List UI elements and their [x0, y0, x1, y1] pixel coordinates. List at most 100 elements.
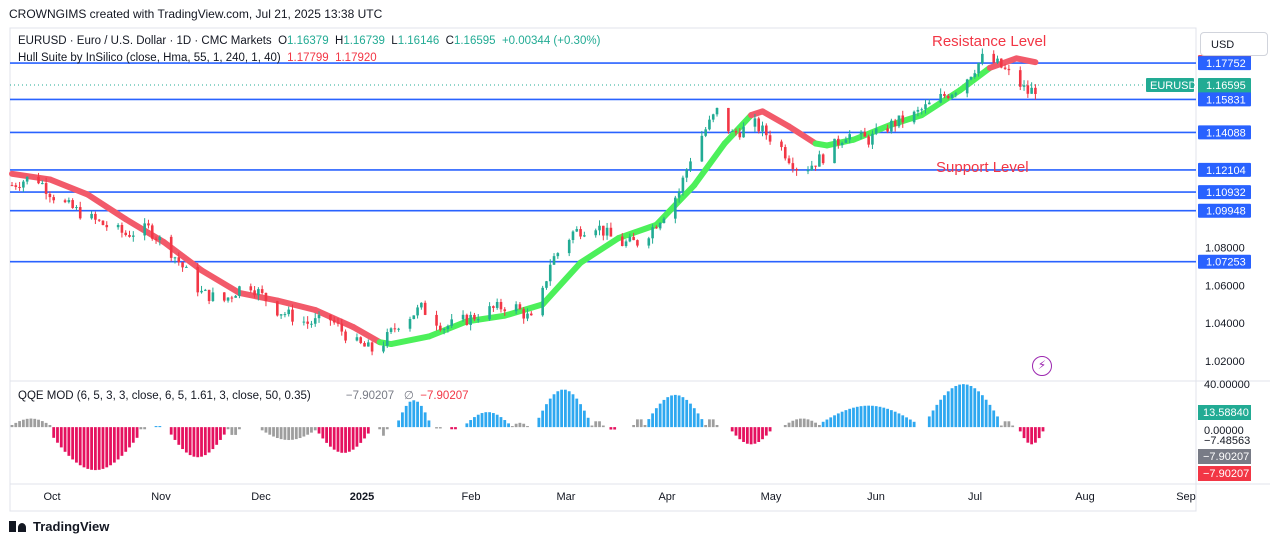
candle-body — [78, 207, 82, 219]
qqe-bar — [298, 427, 302, 439]
price-label-box — [1198, 92, 1251, 107]
qqe-bar — [871, 405, 874, 428]
hull-segment — [1013, 55, 1039, 66]
candle-body — [818, 154, 821, 167]
qqe-bar — [609, 427, 613, 430]
qqe-bar — [586, 417, 590, 428]
candle-body — [685, 169, 688, 178]
qqe-bar — [67, 427, 71, 456]
time-tick-label: Oct — [43, 491, 60, 503]
qqe-bar — [514, 423, 518, 428]
candle-body — [340, 323, 344, 332]
candle-body — [211, 292, 215, 302]
qqe-bar — [666, 397, 670, 428]
hull-segment — [823, 136, 857, 149]
qqe-bar — [833, 415, 836, 428]
qqe-bar — [416, 401, 419, 428]
candle-body — [249, 286, 253, 291]
candle-body — [439, 325, 442, 331]
candle-body — [992, 53, 996, 63]
candle-body — [738, 132, 742, 138]
candle-body — [344, 331, 347, 341]
candle-body — [704, 129, 707, 136]
candle-body — [1026, 85, 1030, 94]
price-axis[interactable]: 1.080001.060001.040001.020001.177991.177… — [1146, 55, 1251, 368]
qqe-bar — [291, 427, 294, 440]
qqe-bar — [980, 395, 984, 428]
qqe-bar — [181, 427, 184, 450]
candle-body — [317, 314, 321, 319]
candle-body — [469, 314, 472, 325]
qqe-bar — [806, 419, 810, 428]
chart-credit: CROWNGIMS created with TradingView.com, … — [9, 7, 383, 21]
candle-body — [632, 236, 635, 241]
qqe-bar — [328, 427, 332, 447]
qqe-bar — [742, 427, 745, 442]
qqe-bar — [109, 427, 112, 466]
candle-body — [973, 73, 977, 77]
qqe-bar — [685, 399, 689, 428]
candle-body — [196, 266, 200, 293]
qqe-bar — [59, 427, 63, 448]
qqe-bar — [507, 423, 510, 428]
qqe-bar — [749, 427, 753, 445]
resistance-annotation: Resistance Level — [932, 33, 1046, 50]
candle-body — [795, 169, 798, 171]
qqe-bar — [40, 421, 44, 428]
candle-body — [734, 131, 738, 133]
qqe-bar — [473, 417, 476, 428]
candle-body — [514, 304, 518, 312]
candle-body — [257, 289, 260, 296]
qqe-bar — [662, 399, 666, 428]
qqe-bar — [279, 427, 283, 440]
qqe-bar — [234, 427, 238, 435]
qqe-bar — [154, 426, 158, 428]
qqe-bar — [484, 412, 488, 428]
qqe-bar — [855, 406, 859, 428]
qqe-axis[interactable]: 40.00000 13.58840 0.00000−7.48563 −7.90207 −… — [1198, 379, 1251, 481]
qqe-bar — [598, 421, 601, 428]
qqe-bar — [753, 427, 757, 444]
candle-body — [71, 200, 74, 208]
qqe-bar — [700, 419, 704, 428]
candle-body — [48, 193, 52, 198]
candle-body — [101, 220, 105, 226]
candle-body — [806, 170, 810, 172]
qqe-bar — [567, 391, 571, 428]
candle-body — [412, 315, 416, 319]
qqe-bar — [1034, 427, 1037, 443]
lightning-icon[interactable]: ⚡ — [1032, 356, 1052, 376]
qqe-bar — [192, 427, 196, 457]
candle-body — [814, 165, 817, 167]
time-tick-label: Feb — [462, 491, 481, 503]
candlestick-series — [10, 48, 1037, 356]
candle-body — [529, 313, 533, 316]
price-label-text: 1.16595 — [1206, 80, 1246, 92]
qqe-bar — [560, 389, 564, 428]
price-label-box — [1198, 254, 1251, 269]
qqe-bar — [355, 427, 359, 447]
time-axis[interactable]: Oct Nov Dec 2025 Feb Mar Apr May Jun Jul Aug Sep — [43, 491, 1195, 503]
qqe-bar — [101, 427, 105, 469]
candle-body — [222, 292, 226, 301]
qqe-bar — [810, 420, 814, 428]
qqe-bar — [283, 427, 287, 440]
candle-body — [996, 58, 999, 63]
currency-button[interactable]: USD — [1200, 32, 1268, 56]
qqe-bar — [711, 419, 715, 428]
qqe-bar — [29, 418, 33, 428]
hull-value-2: 1.17920 — [335, 52, 377, 64]
price-label-box — [1198, 185, 1251, 200]
qqe-bar — [264, 427, 268, 433]
candle-body — [1000, 58, 1003, 68]
candle-body — [18, 186, 21, 188]
tradingview-brand-label: TradingView — [33, 519, 110, 534]
annotations: Resistance Level Support Level — [932, 33, 1046, 176]
qqe-bar — [935, 404, 939, 428]
candle-body — [154, 238, 158, 240]
qqe-bar — [382, 427, 385, 436]
candle-body — [52, 197, 55, 201]
qqe-bar — [120, 427, 124, 456]
qqe-bar — [359, 427, 363, 443]
